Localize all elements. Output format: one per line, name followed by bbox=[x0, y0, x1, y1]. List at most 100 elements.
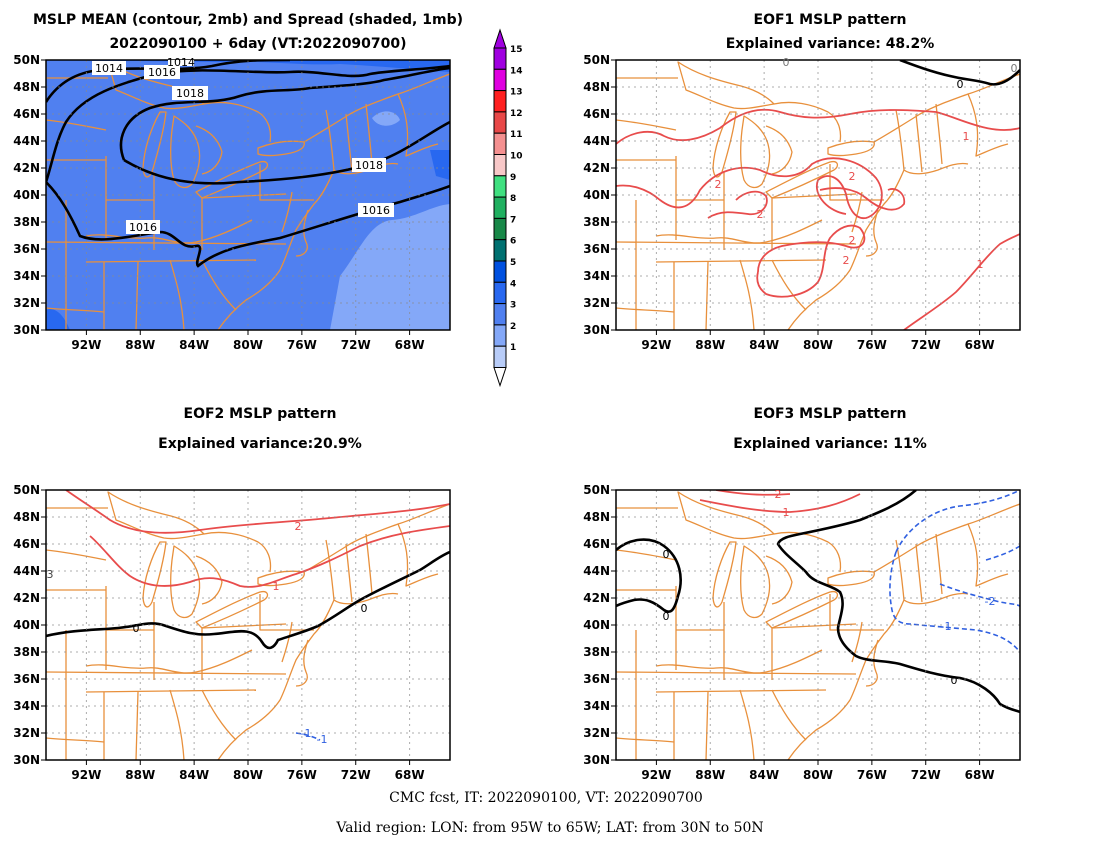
eof1-contour-2b bbox=[707, 190, 768, 219]
lat-tick-label: 44N bbox=[13, 564, 40, 578]
lat-tick-label: 36N bbox=[13, 242, 40, 256]
eof3-contour-neg2-north bbox=[985, 545, 1020, 561]
contour-label: 0 bbox=[951, 674, 958, 687]
colorbar-label: 8 bbox=[510, 194, 516, 204]
colorbar-label: 15 bbox=[510, 45, 523, 55]
lat-tick-label: 42N bbox=[583, 591, 610, 605]
panel-eof2-title-line1: EOF2 MSLP pattern bbox=[184, 406, 337, 422]
lat-tick-label: 40N bbox=[583, 618, 610, 632]
colorbar-swatch bbox=[493, 281, 507, 305]
colorbar-swatch bbox=[493, 260, 507, 283]
lon-tick-label: 76W bbox=[287, 768, 317, 782]
contour-label: 2 bbox=[849, 234, 856, 247]
eof2-contour-0 bbox=[46, 550, 450, 650]
panel-eof2-axis-ticks: 92W 88W 84W 80W 76W 72W 68W 50N 48N 46N 44N 42N 40N 3… bbox=[13, 483, 424, 782]
spread-fill-low-patch bbox=[372, 111, 400, 126]
contour-label: 0 bbox=[361, 602, 368, 615]
colorbar-label: 3 bbox=[510, 301, 516, 311]
lat-tick-label: 38N bbox=[583, 215, 610, 229]
lon-tick-label: 76W bbox=[857, 338, 887, 352]
colorbar-swatch bbox=[493, 68, 507, 92]
isobar-label: 1016 bbox=[362, 204, 390, 217]
lat-tick-label: 34N bbox=[583, 699, 610, 713]
eof3-positive-contours bbox=[699, 490, 861, 513]
eof1-contour-labels: 0 0 0 1 2 2 2 2 2 1 bbox=[715, 56, 1018, 271]
colorbar-swatch bbox=[493, 90, 507, 113]
panel-eof3-titles: EOF3 MSLP pattern Explained variance: 11… bbox=[733, 406, 926, 452]
panel-mean-title-line2: 2022090100 + 6day (VT:2022090700) bbox=[109, 36, 406, 52]
spread-colorbar: 15 14 13 12 11 10 9 8 7 6 5 4 3 2 1 bbox=[493, 28, 523, 388]
lat-tick-label: 32N bbox=[13, 296, 40, 310]
lat-tick-label: 42N bbox=[583, 161, 610, 175]
colorbar-swatch bbox=[493, 303, 507, 326]
lat-tick-label: 48N bbox=[583, 510, 610, 524]
lat-tick-label: 40N bbox=[13, 618, 40, 632]
panel-eof2-title-line2: Explained variance:20.9% bbox=[158, 436, 362, 452]
lon-tick-label: 88W bbox=[695, 338, 725, 352]
lat-tick-label: 46N bbox=[13, 537, 40, 551]
eof1-contour-1-south bbox=[903, 233, 1020, 330]
lon-tick-label: 80W bbox=[233, 768, 263, 782]
lat-tick-label: 38N bbox=[13, 215, 40, 229]
panel-mean-title-line1: MSLP MEAN (contour, 2mb) and Spread (sha… bbox=[33, 12, 463, 28]
spread-fill-low-sea bbox=[330, 204, 450, 330]
colorbar-swatch bbox=[493, 154, 507, 177]
lat-tick-label: 46N bbox=[583, 537, 610, 551]
lat-tick-label: 44N bbox=[583, 134, 610, 148]
contour-label: 2 bbox=[757, 208, 764, 221]
colorbar-label: 14 bbox=[510, 66, 523, 76]
contour-label: 0 bbox=[663, 610, 670, 623]
colorbar-label: 13 bbox=[510, 88, 523, 98]
colorbar-swatch bbox=[493, 132, 507, 155]
eof1-contour-1 bbox=[616, 108, 1020, 145]
lon-tick-label: 68W bbox=[965, 768, 995, 782]
lat-tick-label: 34N bbox=[583, 269, 610, 283]
lon-tick-label: 88W bbox=[695, 768, 725, 782]
lat-tick-label: 30N bbox=[583, 323, 610, 337]
colorbar-label: 1 bbox=[510, 343, 516, 353]
colorbar-label: 5 bbox=[510, 258, 516, 268]
lon-tick-label: 72W bbox=[911, 768, 941, 782]
isobar-label: 1016 bbox=[129, 221, 157, 234]
lon-tick-label: 76W bbox=[857, 768, 887, 782]
lat-tick-label: 32N bbox=[13, 726, 40, 740]
lat-tick-label: 50N bbox=[13, 53, 40, 67]
eof3-contour-labels: 2 1 0 0 0 -2 -1 bbox=[663, 488, 996, 687]
lat-tick-label: 40N bbox=[13, 188, 40, 202]
colorbar-label: 4 bbox=[510, 279, 516, 289]
panel-eof3-axis-ticks: 92W 88W 84W 80W 76W 72W 68W 50N 48N 46N 44N 42N 40N 3… bbox=[583, 483, 994, 782]
lon-tick-label: 76W bbox=[287, 338, 317, 352]
lat-tick-label: 38N bbox=[583, 645, 610, 659]
panel-eof1-titles: EOF1 MSLP pattern Explained variance: 48… bbox=[726, 12, 935, 52]
contour-label: 2 bbox=[295, 520, 302, 533]
lon-tick-label: 80W bbox=[803, 768, 833, 782]
lat-tick-label: 30N bbox=[13, 323, 40, 337]
isobar-1018-south bbox=[123, 120, 450, 185]
eof3-zero-contours bbox=[616, 490, 1020, 714]
panel-eof3-map: 2 1 0 0 0 -2 -1 92W 88W 84W 80W 76W 72W 68W 50N… bbox=[583, 483, 1021, 782]
lon-tick-label: 92W bbox=[71, 338, 101, 352]
panel-eof1-axis-ticks: 92W 88W 84W 80W 76W 72W 68W 50N 48N 46N 44N 42N 40N 3… bbox=[583, 53, 994, 352]
panel-eof1-map: 0 0 0 1 2 2 2 2 2 1 92W 88W 84W 80W 76W 72W 68… bbox=[583, 53, 1021, 352]
contour-label: 2 bbox=[849, 170, 856, 183]
lon-tick-label: 68W bbox=[965, 338, 995, 352]
contour-label: 1 bbox=[273, 580, 280, 593]
footer-valid-region: Valid region: LON: from 95W to 65W; LAT:… bbox=[335, 820, 763, 836]
spread-fill-high bbox=[46, 60, 450, 72]
contour-label: -1 bbox=[301, 727, 312, 740]
lon-tick-label: 88W bbox=[125, 768, 155, 782]
colorbar-swatch bbox=[493, 239, 507, 262]
lat-tick-label: 30N bbox=[13, 753, 40, 767]
panel-mean-titles: MSLP MEAN (contour, 2mb) and Spread (sha… bbox=[33, 12, 463, 52]
contour-label: -2 bbox=[985, 595, 996, 608]
eof3-contour-neg1 bbox=[889, 551, 1020, 653]
colorbar-swatch bbox=[493, 47, 507, 70]
eof3-contour-1 bbox=[699, 493, 861, 513]
lat-tick-label: 32N bbox=[583, 296, 610, 310]
footer-forecast-info: CMC fcst, IT: 2022090100, VT: 2022090700 bbox=[389, 790, 703, 806]
lat-tick-label: 48N bbox=[13, 80, 40, 94]
lat-tick-label: 44N bbox=[13, 134, 40, 148]
contour-label: -1 bbox=[941, 620, 952, 633]
eof1-contour-2a bbox=[616, 157, 883, 219]
